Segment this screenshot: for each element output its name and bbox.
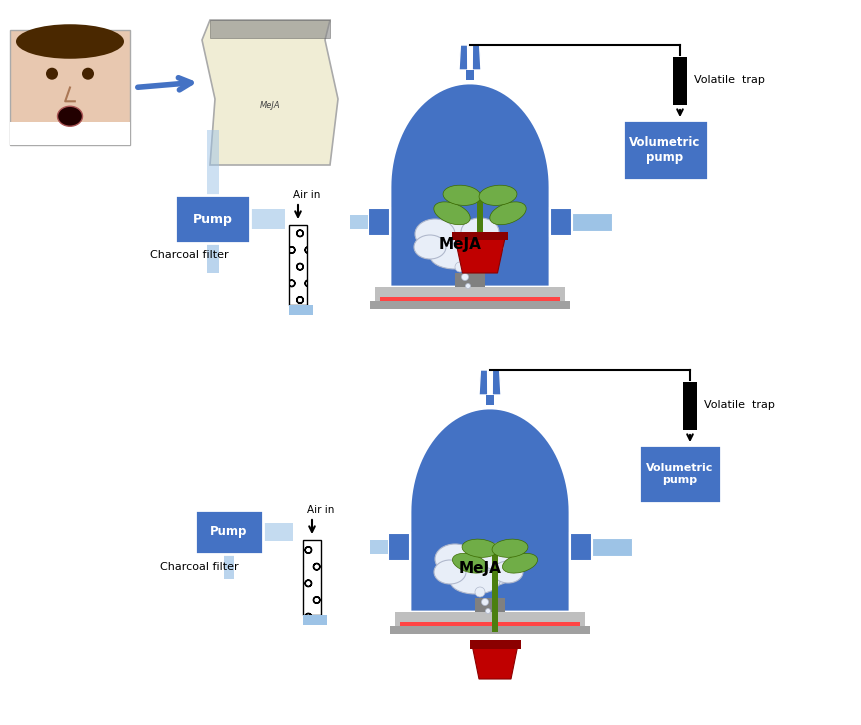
- Circle shape: [461, 273, 468, 281]
- Circle shape: [466, 283, 470, 289]
- Ellipse shape: [492, 539, 528, 558]
- Bar: [390, 626, 590, 634]
- Text: MeJA: MeJA: [260, 101, 281, 109]
- Polygon shape: [202, 20, 338, 165]
- Ellipse shape: [461, 218, 499, 246]
- Ellipse shape: [493, 561, 523, 583]
- Bar: [207, 130, 219, 195]
- Ellipse shape: [423, 221, 498, 263]
- Bar: [289, 305, 313, 315]
- Polygon shape: [472, 45, 481, 70]
- Ellipse shape: [430, 243, 480, 269]
- Text: MeJA: MeJA: [438, 236, 481, 252]
- Polygon shape: [390, 83, 550, 287]
- Ellipse shape: [473, 236, 503, 258]
- Bar: [368, 208, 390, 236]
- Circle shape: [46, 67, 58, 80]
- FancyBboxPatch shape: [175, 195, 250, 243]
- Ellipse shape: [479, 185, 517, 205]
- Circle shape: [475, 587, 485, 597]
- Bar: [486, 395, 494, 405]
- FancyBboxPatch shape: [195, 510, 263, 554]
- Bar: [380, 297, 560, 301]
- Bar: [207, 243, 219, 273]
- FancyBboxPatch shape: [639, 445, 721, 503]
- Bar: [469, 640, 521, 649]
- Bar: [388, 533, 410, 561]
- Polygon shape: [459, 45, 468, 70]
- Bar: [570, 533, 592, 561]
- Text: Pump: Pump: [210, 526, 248, 539]
- Polygon shape: [410, 408, 570, 612]
- Polygon shape: [492, 370, 501, 395]
- Ellipse shape: [450, 568, 500, 594]
- Bar: [475, 598, 505, 612]
- Bar: [303, 615, 327, 625]
- Bar: [370, 540, 388, 554]
- Bar: [452, 232, 508, 240]
- Ellipse shape: [414, 235, 446, 259]
- Polygon shape: [473, 647, 517, 679]
- Circle shape: [82, 67, 94, 80]
- Bar: [375, 287, 565, 301]
- Bar: [289, 225, 307, 305]
- Ellipse shape: [481, 543, 519, 571]
- Text: MeJA: MeJA: [459, 561, 501, 576]
- Bar: [477, 200, 483, 238]
- Polygon shape: [479, 370, 488, 395]
- Text: Air in: Air in: [307, 505, 334, 515]
- Bar: [263, 523, 293, 541]
- Circle shape: [455, 262, 465, 272]
- Ellipse shape: [503, 553, 537, 573]
- Bar: [550, 208, 572, 236]
- Bar: [210, 20, 330, 38]
- Text: Volatile  trap: Volatile trap: [694, 75, 765, 85]
- FancyBboxPatch shape: [623, 120, 708, 180]
- Text: Charcoal filter: Charcoal filter: [160, 562, 238, 572]
- Ellipse shape: [16, 24, 124, 59]
- Text: Volumetric
pump: Volumetric pump: [629, 136, 701, 164]
- Ellipse shape: [443, 546, 517, 588]
- Bar: [455, 273, 485, 287]
- Ellipse shape: [443, 185, 481, 205]
- Ellipse shape: [435, 544, 475, 574]
- Ellipse shape: [453, 553, 487, 573]
- Bar: [592, 538, 632, 556]
- Text: Air in: Air in: [293, 190, 320, 200]
- Bar: [10, 122, 130, 145]
- Bar: [224, 554, 234, 579]
- Ellipse shape: [434, 560, 466, 584]
- Bar: [303, 540, 321, 615]
- Bar: [400, 622, 580, 626]
- Polygon shape: [455, 238, 505, 273]
- Bar: [673, 57, 687, 105]
- Bar: [10, 30, 130, 145]
- Ellipse shape: [434, 202, 470, 225]
- Text: Charcoal filter: Charcoal filter: [150, 250, 229, 260]
- Bar: [683, 382, 697, 430]
- Bar: [350, 215, 368, 229]
- Bar: [492, 547, 498, 632]
- Bar: [250, 210, 285, 228]
- Bar: [572, 213, 612, 231]
- Circle shape: [486, 608, 491, 613]
- Bar: [370, 301, 570, 309]
- Ellipse shape: [462, 539, 498, 558]
- Bar: [466, 70, 474, 80]
- Text: Volatile  trap: Volatile trap: [704, 400, 775, 410]
- Ellipse shape: [490, 202, 526, 225]
- Text: Pump: Pump: [193, 212, 232, 225]
- Ellipse shape: [58, 107, 83, 126]
- Bar: [395, 612, 585, 626]
- Text: Volumetric
pump: Volumetric pump: [647, 463, 714, 485]
- Circle shape: [481, 599, 488, 605]
- Ellipse shape: [415, 219, 455, 249]
